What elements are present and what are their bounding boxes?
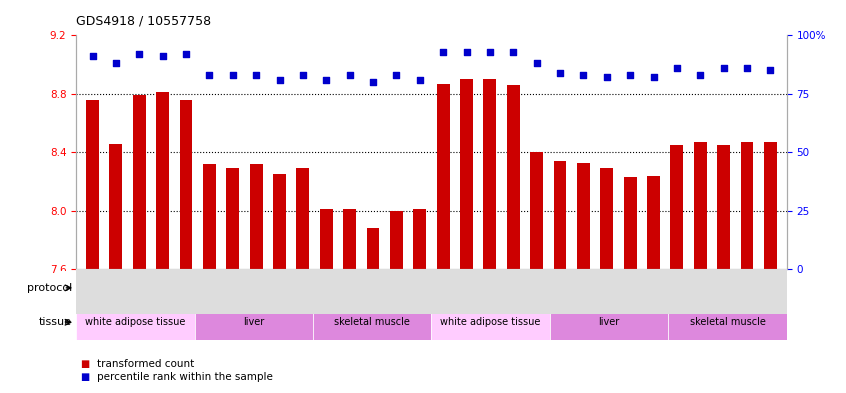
Point xyxy=(133,51,146,57)
Point xyxy=(156,53,169,60)
Text: GDS4918 / 10557758: GDS4918 / 10557758 xyxy=(76,15,212,28)
Point xyxy=(203,72,217,78)
Bar xyxy=(668,305,787,340)
Text: ■: ■ xyxy=(80,372,90,382)
Text: ad libitum chow: ad libitum chow xyxy=(209,283,299,293)
Point xyxy=(717,65,730,71)
Point xyxy=(296,72,310,78)
Point xyxy=(85,53,99,60)
Text: percentile rank within the sample: percentile rank within the sample xyxy=(97,372,273,382)
Bar xyxy=(109,143,123,269)
Bar xyxy=(694,142,706,269)
Bar xyxy=(671,145,684,269)
Text: ■: ■ xyxy=(80,358,90,369)
Bar xyxy=(343,209,356,269)
Bar xyxy=(624,177,636,269)
Point xyxy=(694,72,707,78)
Point xyxy=(600,74,613,81)
Text: liver: liver xyxy=(598,317,620,327)
Bar xyxy=(366,228,380,269)
Bar xyxy=(179,100,192,269)
Bar xyxy=(157,92,169,269)
Bar xyxy=(313,305,431,340)
Bar xyxy=(250,164,262,269)
Bar xyxy=(203,164,216,269)
Bar xyxy=(553,161,567,269)
Point xyxy=(272,77,286,83)
Text: fasted: fasted xyxy=(591,283,627,293)
Point xyxy=(366,79,380,85)
Point xyxy=(459,49,473,55)
Point xyxy=(670,65,684,71)
Point xyxy=(553,70,567,76)
Bar xyxy=(530,152,543,269)
Point xyxy=(577,72,591,78)
Text: white adipose tissue: white adipose tissue xyxy=(85,317,185,327)
Bar xyxy=(296,168,310,269)
Point xyxy=(343,72,356,78)
Point xyxy=(413,77,426,83)
Bar xyxy=(717,145,730,269)
Bar xyxy=(195,305,313,340)
Bar xyxy=(431,305,550,340)
Point xyxy=(250,72,263,78)
Bar xyxy=(390,211,403,269)
Bar xyxy=(133,95,146,269)
Text: skeletal muscle: skeletal muscle xyxy=(689,317,766,327)
Point xyxy=(624,72,637,78)
Point xyxy=(507,49,520,55)
Bar xyxy=(431,271,787,305)
Bar xyxy=(76,305,195,340)
Bar xyxy=(273,174,286,269)
Bar xyxy=(76,271,431,305)
Bar xyxy=(483,79,497,269)
Text: liver: liver xyxy=(243,317,265,327)
Point xyxy=(646,74,660,81)
Point xyxy=(437,49,450,55)
Point xyxy=(226,72,239,78)
Point xyxy=(320,77,333,83)
Point xyxy=(764,67,777,73)
Point xyxy=(109,60,123,66)
Bar xyxy=(414,209,426,269)
Bar xyxy=(647,176,660,269)
Text: tissue: tissue xyxy=(39,317,72,327)
Bar xyxy=(740,142,754,269)
Text: skeletal muscle: skeletal muscle xyxy=(334,317,410,327)
Bar xyxy=(227,168,239,269)
Text: transformed count: transformed count xyxy=(97,358,195,369)
Bar xyxy=(460,79,473,269)
Bar xyxy=(577,163,590,269)
Text: protocol: protocol xyxy=(27,283,72,293)
Bar xyxy=(764,142,777,269)
Bar xyxy=(507,85,519,269)
Point xyxy=(530,60,543,66)
Bar xyxy=(437,84,449,269)
Point xyxy=(483,49,497,55)
Bar xyxy=(601,168,613,269)
Bar xyxy=(550,305,668,340)
Bar xyxy=(320,209,332,269)
Point xyxy=(390,72,404,78)
Point xyxy=(179,51,193,57)
Bar xyxy=(86,100,99,269)
Text: white adipose tissue: white adipose tissue xyxy=(441,317,541,327)
Point xyxy=(740,65,754,71)
